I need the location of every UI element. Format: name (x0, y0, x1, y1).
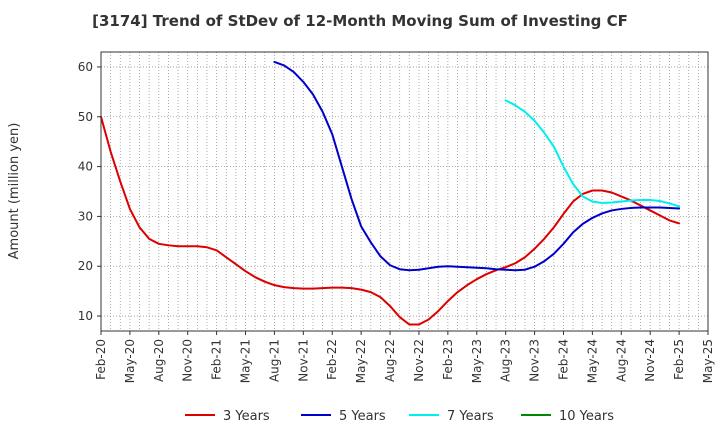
y-axis-label: Amount (million yen) (7, 123, 22, 260)
x-tick-label: Aug-20 (152, 339, 166, 382)
legend-label-5-years: 5 Years (339, 409, 386, 424)
y-tick-label: 10 (78, 309, 93, 323)
legend: 3 Years 5 Years 7 Years 10 Years (185, 409, 614, 424)
x-tick-label: Feb-24 (556, 339, 570, 380)
x-tick-label: Feb-25 (672, 339, 686, 380)
y-tick-labels: 10 20 30 40 50 60 (78, 60, 101, 323)
x-tick-label: Nov-23 (528, 339, 542, 382)
x-tick-label: Feb-23 (441, 339, 455, 380)
plot-area-background (101, 52, 708, 331)
x-tick-label: Feb-22 (325, 339, 339, 380)
x-tick-label: Feb-21 (210, 339, 224, 380)
x-tick-label: May-23 (470, 339, 484, 383)
x-tick-label: May-25 (701, 339, 715, 383)
x-tick-label: Aug-22 (383, 339, 397, 382)
series-line-7-years (504, 99, 681, 208)
y-tick-label: 60 (78, 60, 93, 74)
x-tick-label: May-22 (354, 339, 368, 383)
x-tick-label: Nov-24 (643, 339, 657, 382)
y-tick-label: 20 (78, 259, 93, 273)
x-tick-label: May-20 (123, 339, 137, 383)
legend-label-7-years: 7 Years (447, 409, 494, 424)
x-tick-label: May-24 (585, 339, 599, 383)
plot-area-frame (100, 51, 709, 332)
x-tick-label: Aug-23 (499, 339, 513, 382)
x-tick-label: Nov-22 (412, 339, 426, 382)
y-tick-label: 40 (78, 160, 93, 174)
x-tick-label: Aug-21 (267, 339, 281, 382)
series-line-3-years (100, 115, 681, 326)
x-tick-label: Aug-24 (614, 339, 628, 382)
legend-label-3-years: 3 Years (223, 409, 270, 424)
grid-layer (100, 52, 709, 331)
series-line-5-years (273, 60, 681, 272)
x-tick-label: Nov-21 (296, 339, 310, 382)
series-layer (100, 60, 681, 326)
y-tick-label: 50 (78, 110, 93, 124)
legend-label-10-years: 10 Years (559, 409, 614, 424)
x-tick-label: Feb-20 (94, 339, 108, 380)
y-tick-label: 30 (78, 209, 93, 223)
x-tick-labels: Feb-20 May-20 Aug-20 Nov-20 Feb-21 May-21 Aug-… (94, 331, 715, 383)
x-tick-label: May-21 (239, 339, 253, 383)
x-tick-label: Nov-20 (181, 339, 195, 382)
chart-title: [3174] Trend of StDev of 12-Month Moving… (92, 12, 628, 30)
